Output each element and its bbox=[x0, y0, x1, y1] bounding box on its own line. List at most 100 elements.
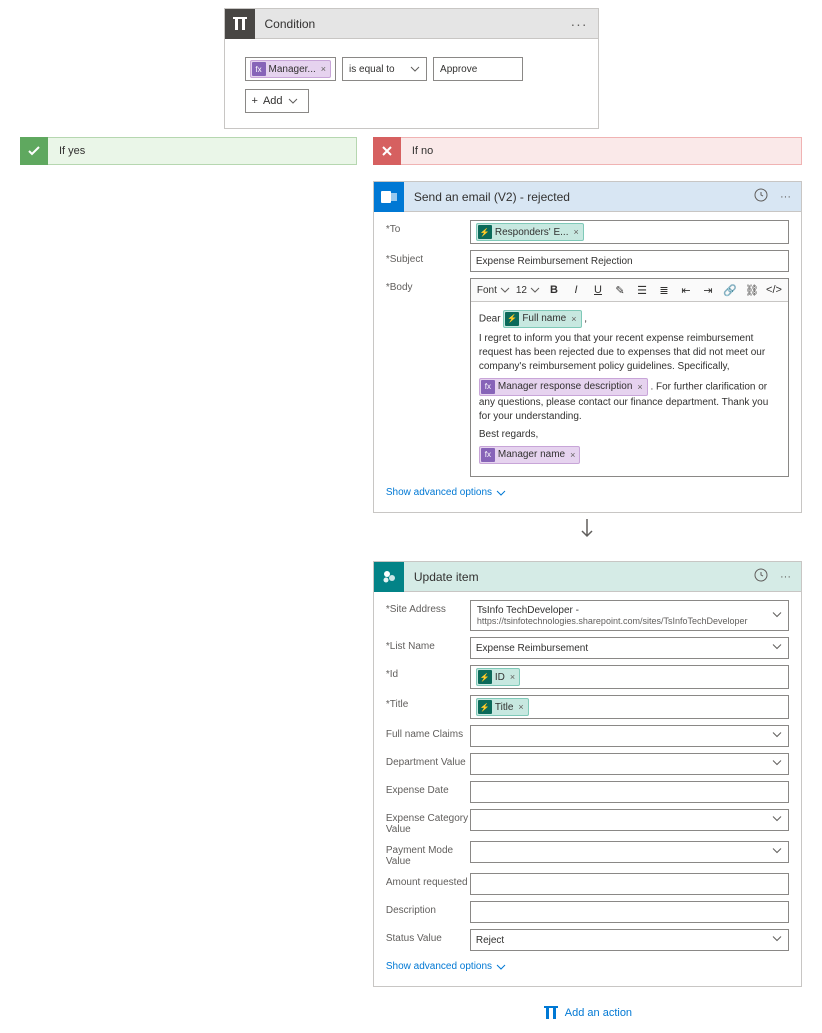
mgr-response-token[interactable]: fx Manager response description × bbox=[479, 378, 648, 396]
paymode-select[interactable] bbox=[470, 841, 789, 863]
fullname-select[interactable] bbox=[470, 725, 789, 747]
email-header[interactable]: Send an email (V2) - rejected ··· bbox=[374, 182, 801, 212]
bold-button[interactable]: B bbox=[546, 282, 562, 298]
fullname-token[interactable]: ⚡ Full name × bbox=[503, 310, 581, 328]
fx-icon: fx bbox=[252, 62, 266, 76]
subject-value: Expense Reimbursement Rejection bbox=[476, 256, 633, 267]
id-input[interactable]: ⚡ ID × bbox=[470, 665, 789, 689]
condition-value: Approve bbox=[440, 64, 477, 75]
desc-input[interactable] bbox=[470, 901, 789, 923]
email-advanced-link[interactable]: Show advanced options bbox=[386, 483, 506, 502]
chevron-down-icon bbox=[772, 814, 782, 827]
to-input[interactable]: ⚡ Responders' E... × bbox=[470, 220, 789, 244]
chevron-down-icon bbox=[772, 642, 782, 655]
token-remove-icon[interactable]: × bbox=[516, 702, 523, 712]
chevron-down-icon bbox=[772, 609, 782, 622]
email-menu-icon[interactable]: ··· bbox=[780, 191, 791, 203]
clock-icon[interactable] bbox=[754, 188, 768, 205]
update-item-card: Update item ··· *Site Address TsInfo Tec… bbox=[373, 561, 802, 987]
dynamic-icon: ⚡ bbox=[478, 670, 492, 684]
greeting-text: Dear bbox=[479, 314, 501, 325]
outdent-button[interactable]: ⇤ bbox=[678, 282, 694, 298]
chevron-down-icon bbox=[772, 730, 782, 743]
condition-operator-select[interactable]: is equal to bbox=[342, 57, 427, 81]
amount-input[interactable] bbox=[470, 873, 789, 895]
token-remove-icon[interactable]: × bbox=[319, 64, 326, 74]
operator-text: is equal to bbox=[349, 64, 395, 75]
add-condition-button[interactable]: + Add bbox=[245, 89, 309, 113]
highlight-button[interactable]: ✎ bbox=[612, 282, 628, 298]
status-value: Reject bbox=[476, 935, 504, 946]
token-remove-icon[interactable]: × bbox=[568, 449, 575, 462]
condition-header[interactable]: Condition ··· bbox=[225, 9, 598, 39]
chevron-down-icon bbox=[496, 962, 506, 972]
chevron-down-icon bbox=[496, 488, 506, 498]
to-label: *To bbox=[386, 220, 470, 235]
dept-select[interactable] bbox=[470, 753, 789, 775]
condition-card: Condition ··· fx Manager... × is equal t… bbox=[224, 8, 599, 129]
indent-button[interactable]: ⇥ bbox=[700, 282, 716, 298]
body-label: *Body bbox=[386, 278, 470, 293]
paymode-label: Payment Mode Value bbox=[386, 841, 470, 867]
title-input[interactable]: ⚡ Title × bbox=[470, 695, 789, 719]
number-list-button[interactable]: ≣ bbox=[656, 282, 672, 298]
manager-token[interactable]: fx Manager... × bbox=[250, 60, 332, 78]
fx-icon: fx bbox=[481, 380, 495, 394]
font-select[interactable]: Font bbox=[477, 285, 510, 296]
token-remove-icon[interactable]: × bbox=[508, 672, 515, 682]
add-action-icon bbox=[543, 1005, 559, 1021]
list-select[interactable]: Expense Reimbursement bbox=[470, 637, 789, 659]
condition-left-operand[interactable]: fx Manager... × bbox=[245, 57, 337, 81]
chevron-down-icon bbox=[772, 758, 782, 771]
update-title: Update item bbox=[404, 570, 754, 584]
italic-button[interactable]: I bbox=[568, 282, 584, 298]
email-body: *To ⚡ Responders' E... × *Subject Expens… bbox=[374, 212, 801, 512]
dynamic-icon: ⚡ bbox=[505, 312, 519, 326]
condition-menu-icon[interactable]: ··· bbox=[561, 16, 598, 32]
expdate-input[interactable] bbox=[470, 781, 789, 803]
update-header[interactable]: Update item ··· bbox=[374, 562, 801, 592]
site-select[interactable]: TsInfo TechDeveloper - https://tsinfotec… bbox=[470, 600, 789, 631]
fullname-label: Full name Claims bbox=[386, 725, 470, 740]
token-remove-icon[interactable]: × bbox=[635, 381, 642, 394]
branch-yes-header[interactable]: If yes bbox=[20, 137, 357, 165]
update-body: *Site Address TsInfo TechDeveloper - htt… bbox=[374, 592, 801, 986]
mgr-name-token[interactable]: fx Manager name × bbox=[479, 446, 581, 464]
condition-title: Condition bbox=[255, 17, 561, 31]
clock-icon[interactable] bbox=[754, 568, 768, 585]
underline-button[interactable]: U bbox=[590, 282, 606, 298]
branch-no-header[interactable]: If no bbox=[373, 137, 802, 165]
expcat-select[interactable] bbox=[470, 809, 789, 831]
list-value: Expense Reimbursement bbox=[476, 643, 588, 654]
id-token[interactable]: ⚡ ID × bbox=[476, 668, 520, 686]
chevron-down-icon bbox=[288, 96, 298, 106]
add-label: Add bbox=[263, 95, 283, 107]
bullet-list-button[interactable]: ☰ bbox=[634, 282, 650, 298]
outlook-icon bbox=[374, 182, 404, 212]
status-select[interactable]: Reject bbox=[470, 929, 789, 951]
subject-input[interactable]: Expense Reimbursement Rejection bbox=[470, 250, 789, 272]
add-action-button[interactable]: Add an action bbox=[373, 987, 802, 1033]
responders-email-token[interactable]: ⚡ Responders' E... × bbox=[476, 223, 584, 241]
link-button[interactable]: 🔗 bbox=[722, 282, 738, 298]
update-menu-icon[interactable]: ··· bbox=[780, 571, 791, 583]
x-icon bbox=[373, 137, 401, 165]
code-view-button[interactable]: </> bbox=[766, 282, 782, 298]
site-url: https://tsinfotechnologies.sharepoint.co… bbox=[477, 616, 748, 626]
fontsize-select[interactable]: 12 bbox=[516, 285, 540, 296]
chevron-down-icon bbox=[772, 846, 782, 859]
amount-label: Amount requested bbox=[386, 873, 470, 888]
body-editor[interactable]: Font 12 B I U ✎ ☰ ≣ ⇤ ⇥ 🔗 ⛓ < bbox=[470, 278, 789, 477]
update-advanced-link[interactable]: Show advanced options bbox=[386, 957, 506, 976]
title-token[interactable]: ⚡ Title × bbox=[476, 698, 529, 716]
condition-value-input[interactable]: Approve bbox=[433, 57, 523, 81]
list-label: *List Name bbox=[386, 637, 470, 652]
branch-yes: If yes bbox=[20, 137, 357, 165]
id-label: *Id bbox=[386, 665, 470, 680]
unlink-button[interactable]: ⛓ bbox=[744, 282, 760, 298]
token-remove-icon[interactable]: × bbox=[571, 227, 578, 237]
dynamic-icon: ⚡ bbox=[478, 225, 492, 239]
rte-content[interactable]: Dear ⚡ Full name × , I regret to inform … bbox=[471, 302, 788, 476]
condition-body: fx Manager... × is equal to Approve + Ad… bbox=[225, 39, 598, 128]
token-remove-icon[interactable]: × bbox=[569, 313, 576, 326]
